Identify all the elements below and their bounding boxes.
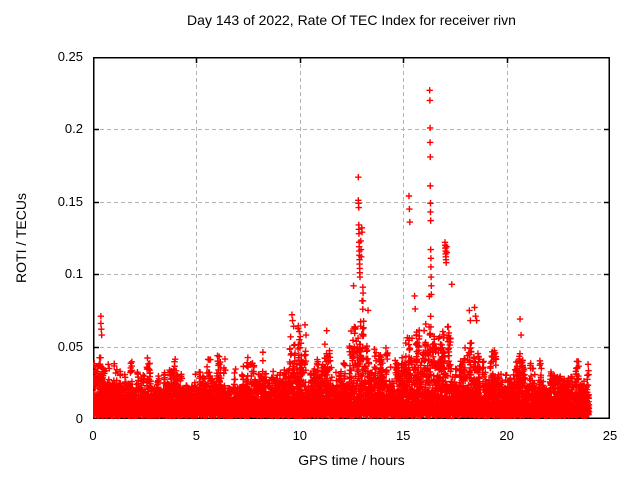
y-tick-label: 0.25 bbox=[57, 49, 83, 64]
chart-title: Day 143 of 2022, Rate Of TEC Index for r… bbox=[187, 12, 516, 28]
y-tick-label: 0 bbox=[75, 411, 83, 426]
x-tick-label: 15 bbox=[395, 428, 411, 443]
x-axis-label: GPS time / hours bbox=[298, 452, 405, 468]
x-tick-label: 0 bbox=[89, 428, 97, 443]
y-tick-label: 0.2 bbox=[64, 121, 83, 137]
y-tick-labels: 0 0.05 0.1 0.15 0.2 0.25 bbox=[0, 49, 88, 426]
x-tick-label: 10 bbox=[292, 428, 308, 443]
y-tick-label: 0.05 bbox=[57, 338, 83, 354]
x-tick-label: 20 bbox=[499, 428, 514, 443]
plot-area bbox=[93, 57, 610, 419]
y-tick-label: 0.15 bbox=[57, 193, 83, 209]
y-tick-label: 0.1 bbox=[64, 266, 83, 282]
scatter-plot-canvas bbox=[93, 57, 610, 419]
x-tick-label: 5 bbox=[192, 428, 200, 443]
x-tick-label: 25 bbox=[602, 428, 618, 443]
x-tick-labels: 0 5 10 15 20 25 bbox=[89, 428, 617, 446]
